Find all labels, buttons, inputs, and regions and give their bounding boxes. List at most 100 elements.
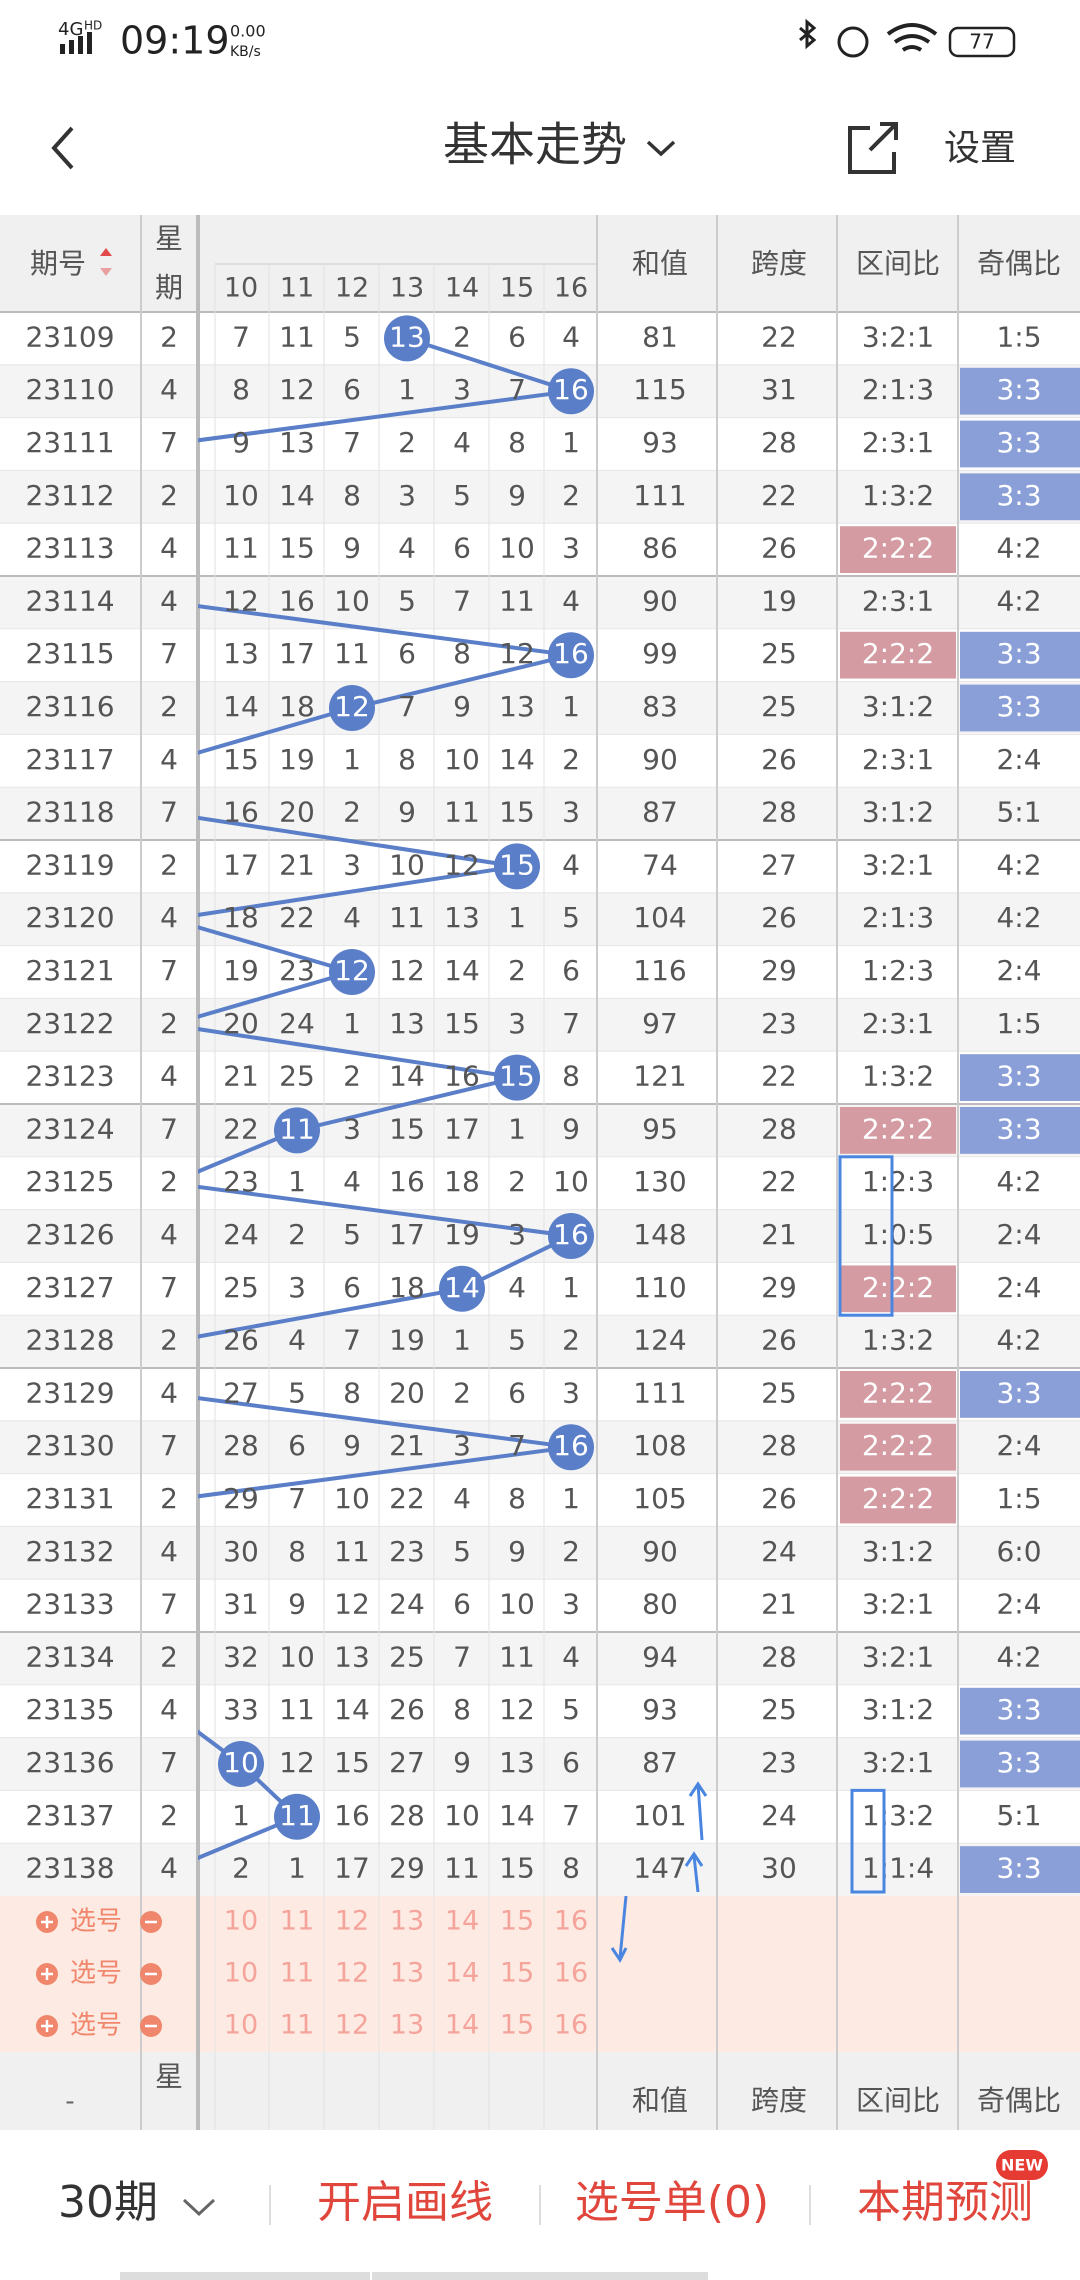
period: 23115 <box>25 637 114 670</box>
miss-count: 5 <box>453 479 471 512</box>
miss-count: 21 <box>279 848 315 881</box>
title-chevron[interactable] <box>646 140 676 157</box>
selector-number[interactable]: 12 <box>335 1958 369 1989</box>
miss-count: 18 <box>389 1271 425 1304</box>
hit-ball <box>548 1213 594 1259</box>
trend-line <box>198 706 353 755</box>
miss-count: 29 <box>389 1852 425 1885</box>
zone-highlight <box>840 526 956 573</box>
miss-count: 2 <box>453 1376 471 1409</box>
selector-number[interactable]: 16 <box>554 1906 588 1937</box>
miss-count: 14 <box>389 1060 425 1093</box>
share-button[interactable] <box>848 122 898 174</box>
period-selector[interactable]: 30期 <box>58 2177 158 2228</box>
miss-count: 7 <box>288 1482 306 1515</box>
selector-number[interactable]: 10 <box>224 1958 258 1989</box>
odd-even-highlight <box>960 420 1080 468</box>
miss-count: 3 <box>343 1112 361 1145</box>
selector-number[interactable]: 15 <box>500 1906 534 1937</box>
selector-number[interactable]: 13 <box>390 1906 424 1937</box>
span: 22 <box>761 1165 797 1198</box>
period: 23130 <box>25 1429 114 1462</box>
miss-count: 2 <box>562 743 580 776</box>
trend-line <box>198 1445 572 1499</box>
hit-ball <box>218 1741 264 1787</box>
hit-ball <box>329 949 375 995</box>
selector-number[interactable]: 13 <box>390 2010 424 2041</box>
span: 19 <box>761 584 797 617</box>
period: 23121 <box>25 954 114 987</box>
selection-list-button[interactable]: 选号单(0) <box>575 2177 769 2228</box>
zone-ratio: 1:0:5 <box>862 1218 934 1251</box>
zone-ratio: 1:2:3 <box>862 1165 934 1198</box>
span: 25 <box>761 637 797 670</box>
miss-count: 29 <box>223 1482 259 1515</box>
miss-count: 10 <box>334 1482 370 1515</box>
selector-number[interactable]: 14 <box>445 1906 479 1937</box>
page-title[interactable]: 基本走势 <box>443 118 627 172</box>
odd-even-ratio: 3:3 <box>996 1852 1041 1885</box>
sum: 94 <box>642 1640 678 1673</box>
selector-number[interactable]: 10 <box>224 1906 258 1937</box>
miss-count: 11 <box>444 796 480 829</box>
miss-count: 10 <box>444 1799 480 1832</box>
miss-count: 12 <box>334 1588 370 1621</box>
selector-number[interactable]: 12 <box>335 1906 369 1937</box>
add-icon <box>41 1916 53 1928</box>
zone-highlight <box>840 1265 956 1313</box>
trend-line <box>198 389 572 443</box>
miss-count: 1 <box>508 901 526 934</box>
miss-count: 6 <box>398 637 416 670</box>
miss-count: 25 <box>389 1640 425 1673</box>
miss-count: 28 <box>389 1799 425 1832</box>
miss-count: 3 <box>562 796 580 829</box>
selector-number[interactable]: 10 <box>224 2010 258 2041</box>
selector-number[interactable]: 16 <box>554 1958 588 1989</box>
draw-line-button[interactable]: 开启画线 <box>317 2177 493 2228</box>
row-bg <box>0 1209 1080 1263</box>
miss-count: 9 <box>453 690 471 723</box>
odd-even-ratio: 4:2 <box>996 532 1041 565</box>
odd-even-ratio: 2:4 <box>996 1429 1041 1462</box>
selector-number[interactable]: 15 <box>500 1958 534 1989</box>
weekday: 7 <box>160 1588 178 1621</box>
selector-number[interactable]: 14 <box>445 2010 479 2041</box>
miss-count: 27 <box>223 1376 259 1409</box>
weekday: 7 <box>160 1112 178 1145</box>
weekday: 7 <box>160 637 178 670</box>
miss-count: 18 <box>279 690 315 723</box>
back-button[interactable] <box>51 126 74 170</box>
sort-down[interactable] <box>100 268 112 276</box>
period-header[interactable]: 期号 <box>30 247 86 280</box>
zone-ratio: 3:1:2 <box>862 796 934 829</box>
selector-number[interactable]: 11 <box>280 2010 314 2041</box>
number-header: 10 <box>224 273 258 304</box>
settings-button[interactable]: 设置 <box>944 128 1016 169</box>
zone-header: 区间比 <box>856 247 940 280</box>
selector-number[interactable]: 12 <box>335 2010 369 2041</box>
predict-button[interactable]: 本期预测 <box>857 2177 1033 2228</box>
selector-number[interactable]: 15 <box>500 2010 534 2041</box>
selector-number[interactable]: 11 <box>280 1906 314 1937</box>
period-chevron[interactable] <box>182 2198 216 2217</box>
selector-number[interactable]: 11 <box>280 1958 314 1989</box>
span: 28 <box>761 426 797 459</box>
odd-even-highlight <box>960 631 1080 679</box>
selector-number[interactable]: 14 <box>445 1958 479 1989</box>
trend-line <box>198 815 518 869</box>
miss-count: 9 <box>562 1112 580 1145</box>
miss-count: 9 <box>453 1746 471 1779</box>
selector-number[interactable]: 13 <box>390 1958 424 1989</box>
sort-up[interactable] <box>100 248 112 256</box>
period: 23125 <box>25 1165 114 1198</box>
selector-number[interactable]: 16 <box>554 2010 588 2041</box>
miss-count: 5 <box>343 1218 361 1251</box>
scroll-indicator <box>120 2272 370 2280</box>
zone-highlight <box>840 1476 956 1524</box>
miss-count: 14 <box>334 1693 370 1726</box>
miss-count: 9 <box>232 426 250 459</box>
trend-line <box>351 653 572 710</box>
hit-number: 16 <box>553 1429 589 1462</box>
sum: 147 <box>633 1852 686 1885</box>
span: 26 <box>761 743 797 776</box>
